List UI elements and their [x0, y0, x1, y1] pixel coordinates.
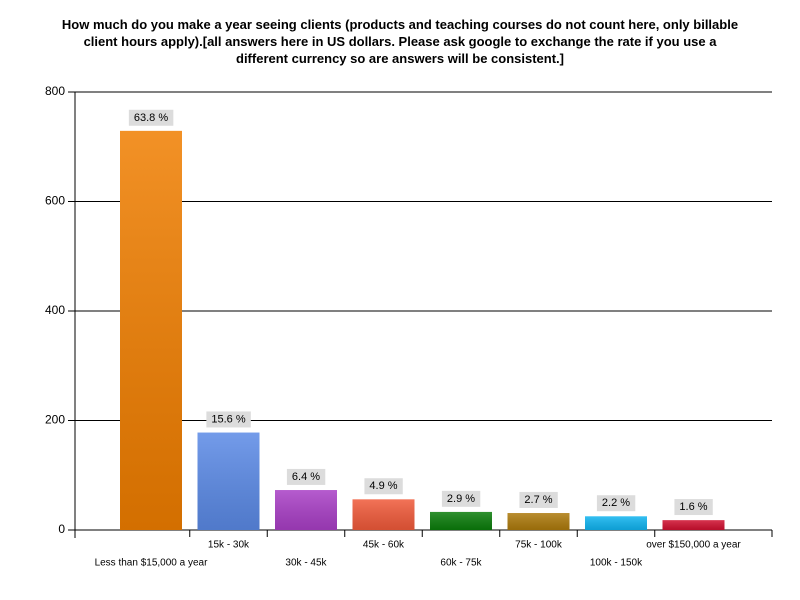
- value-label: 6.4 %: [292, 471, 320, 483]
- value-label-bg: [441, 490, 481, 507]
- bar-shade: [507, 513, 570, 530]
- x-tick-label: 100k - 150k: [590, 558, 643, 569]
- bar-shade: [275, 490, 337, 530]
- value-label: 15.6 %: [211, 413, 245, 425]
- value-label: 2.7 %: [524, 494, 552, 506]
- bar-shade: [120, 130, 182, 530]
- x-tick-label: over $150,000 a year: [646, 540, 741, 551]
- value-label-bg: [364, 478, 403, 495]
- x-tick-label: 60k - 75k: [440, 558, 482, 569]
- y-tick-label: 800: [45, 84, 65, 98]
- x-tick-label: 30k - 45k: [285, 558, 327, 569]
- value-label-bg: [519, 491, 558, 508]
- bar-shade: [430, 511, 492, 530]
- value-label: 63.8 %: [134, 112, 168, 124]
- y-tick-label: 200: [45, 413, 65, 427]
- x-tick-label: Less than $15,000 a year: [95, 558, 209, 569]
- value-label-bg: [286, 468, 326, 485]
- value-label-bg: [674, 499, 713, 516]
- value-label: 2.2 %: [602, 497, 630, 509]
- value-label: 4.9 %: [369, 480, 397, 492]
- value-label: 1.6 %: [679, 501, 707, 513]
- y-tick-label: 600: [45, 194, 65, 208]
- value-label: 2.9 %: [447, 493, 475, 505]
- x-tick-label: 75k - 100k: [515, 540, 563, 551]
- value-label-bg: [206, 411, 251, 428]
- value-label-bg: [596, 495, 636, 512]
- value-label-bg: [128, 109, 174, 126]
- bar-shade: [662, 520, 725, 530]
- bar-shade: [585, 516, 647, 530]
- y-tick-label: 400: [45, 303, 65, 317]
- y-tick-label: 0: [58, 522, 65, 536]
- x-tick-label: 15k - 30k: [208, 540, 250, 551]
- bar-shade: [352, 499, 415, 530]
- bar-shade: [197, 432, 260, 530]
- chart-title: How much do you make a year seeing clien…: [61, 17, 739, 66]
- x-tick-label: 45k - 60k: [363, 540, 405, 551]
